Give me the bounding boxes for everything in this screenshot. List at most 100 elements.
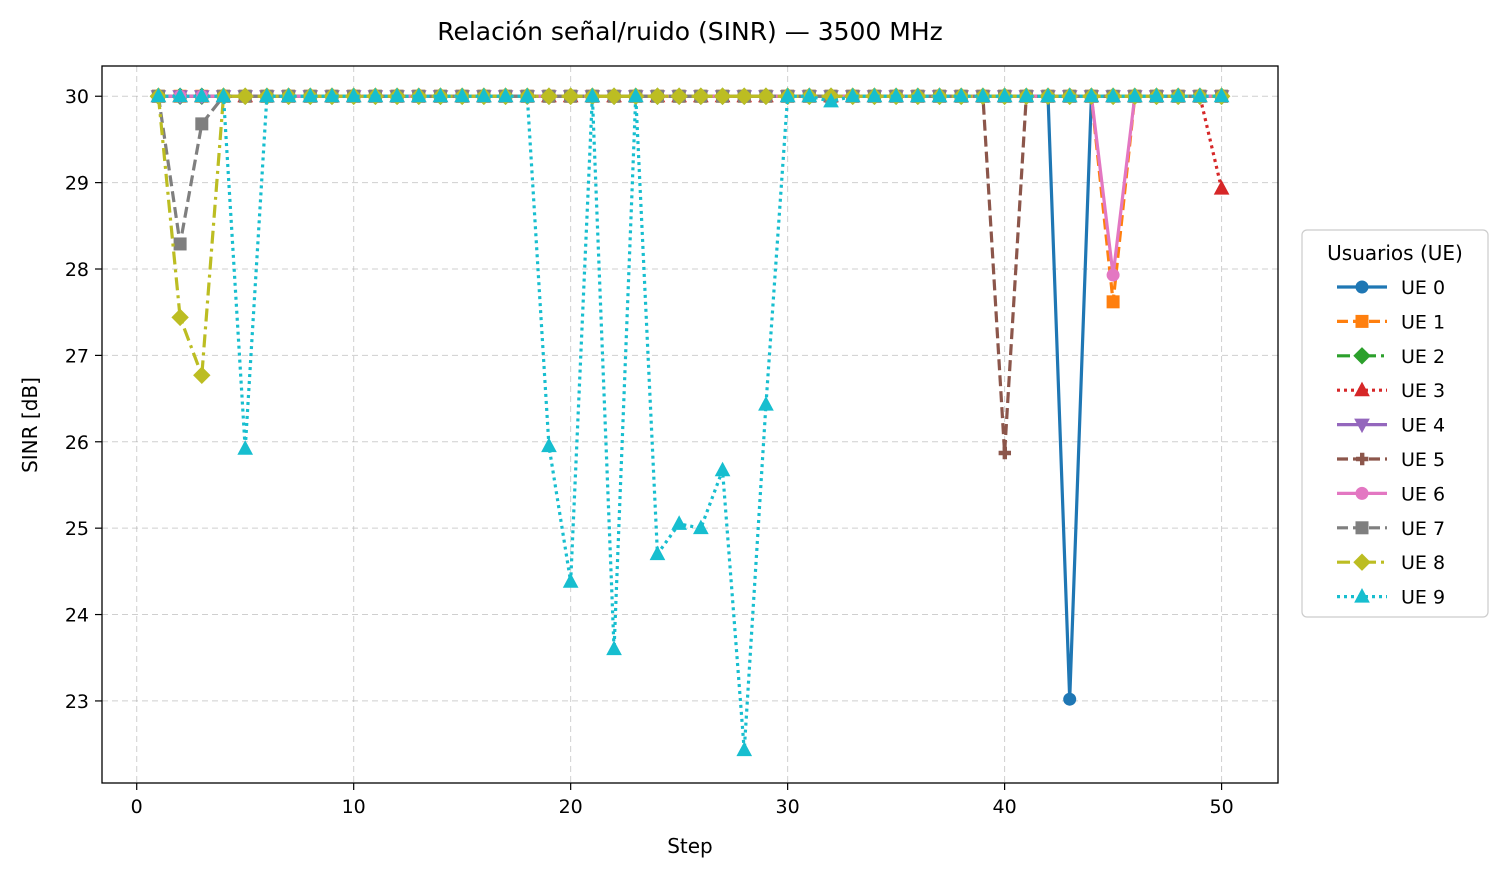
y-tick-label: 30 <box>65 86 89 108</box>
data-point <box>801 87 818 103</box>
legend-label: UE 4 <box>1401 415 1445 437</box>
legend-label: UE 9 <box>1401 587 1445 609</box>
data-point <box>931 87 948 103</box>
data-point <box>540 87 558 105</box>
x-axis-ticks: 0 10 20 30 40 50 <box>131 783 1234 818</box>
data-point <box>713 87 732 105</box>
data-point <box>1126 87 1143 103</box>
data-point <box>193 87 210 103</box>
legend: Usuarios (UE) UE 0UE 1UE 2UE 3UE 4UE 5UE… <box>1301 229 1489 618</box>
legend-marker <box>1354 418 1370 434</box>
legend-marker <box>1355 280 1369 294</box>
data-point <box>497 87 514 103</box>
x-tick-label: 0 <box>131 796 143 818</box>
data-point <box>1106 295 1120 309</box>
data-point <box>758 396 774 411</box>
data-point <box>389 87 405 103</box>
data-point <box>173 237 187 251</box>
data-point <box>844 87 861 103</box>
data-point <box>519 87 536 103</box>
data-point <box>432 87 449 103</box>
legend-label: UE 0 <box>1401 277 1445 299</box>
legend-marker <box>1354 381 1370 397</box>
data-point <box>280 87 297 103</box>
data-point <box>714 461 731 477</box>
legend-label: UE 2 <box>1401 346 1445 368</box>
y-tick-label: 29 <box>65 173 89 195</box>
data-point <box>367 87 384 103</box>
y-tick-label: 26 <box>65 432 89 454</box>
data-point <box>1061 87 1078 103</box>
data-point <box>692 87 710 105</box>
legend-marker <box>1354 588 1370 603</box>
data-point <box>670 87 688 105</box>
legend-marker <box>1355 521 1369 535</box>
legend-item: UE 2 <box>1337 346 1445 368</box>
legend-box <box>1301 229 1489 618</box>
data-point <box>324 87 340 103</box>
data-point <box>735 87 753 105</box>
legend-marker <box>1355 486 1369 500</box>
x-tick-label: 20 <box>559 796 583 818</box>
y-axis-ticks: 23 24 25 26 27 28 29 30 <box>65 86 102 713</box>
data-point <box>1040 87 1056 103</box>
data-point <box>236 87 254 105</box>
data-point <box>562 573 579 588</box>
data-point <box>1105 87 1121 103</box>
data-point <box>1063 692 1077 706</box>
y-tick-label: 23 <box>65 691 89 713</box>
legend-item: UE 9 <box>1337 587 1445 609</box>
data-point <box>779 87 796 103</box>
legend-marker <box>1356 452 1369 466</box>
legend-items: UE 0 UE 1 UE 2 UE 3 UE 4 UE 5 UE 6 UE 7 UE 8 UE 9 <box>1337 277 1445 609</box>
data-point <box>1148 87 1165 103</box>
legend-label: UE 3 <box>1401 380 1445 402</box>
data-point <box>215 87 232 103</box>
data-point <box>302 87 319 103</box>
data-point <box>953 87 970 103</box>
series-ue-9 <box>150 87 1230 757</box>
chart-title: Relación señal/ruido (SINR) — 3500 MHz <box>437 17 943 46</box>
legend-label: UE 6 <box>1401 483 1445 505</box>
plot-area <box>149 87 1231 757</box>
data-point <box>1192 87 1208 103</box>
data-point <box>195 117 209 131</box>
x-axis-label: Step <box>667 834 713 858</box>
data-point <box>648 87 667 105</box>
y-tick-label: 25 <box>65 518 89 540</box>
legend-item: UE 0 <box>1337 277 1445 299</box>
legend-marker <box>1353 347 1371 365</box>
plot-frame <box>101 65 1279 784</box>
data-point <box>627 87 644 103</box>
legend-label: UE 5 <box>1401 449 1445 471</box>
data-point <box>541 437 557 453</box>
data-point <box>259 87 275 103</box>
data-point <box>671 515 687 530</box>
data-point <box>736 741 753 757</box>
y-tick-label: 28 <box>65 259 89 281</box>
data-point <box>888 87 904 103</box>
data-point <box>410 87 427 103</box>
data-point <box>150 87 167 103</box>
y-axis-label: SINR [dB] <box>18 377 42 473</box>
legend-item: UE 4 <box>1337 415 1445 437</box>
y-tick-label: 24 <box>65 605 89 627</box>
data-point <box>1170 87 1187 103</box>
data-point <box>693 519 709 535</box>
legend-label: UE 8 <box>1401 552 1445 574</box>
data-point <box>866 87 883 103</box>
data-point <box>193 366 211 384</box>
data-point <box>649 545 666 561</box>
data-point <box>1106 268 1120 282</box>
y-tick-label: 27 <box>65 345 89 367</box>
data-point <box>454 87 471 103</box>
legend-marker <box>1353 553 1371 571</box>
legend-item: UE 3 <box>1337 380 1445 402</box>
data-point <box>998 446 1012 460</box>
data-point <box>975 87 991 103</box>
data-point <box>237 440 254 455</box>
x-tick-label: 40 <box>993 796 1017 818</box>
legend-item: UE 5 <box>1337 449 1445 471</box>
data-point <box>476 87 492 103</box>
